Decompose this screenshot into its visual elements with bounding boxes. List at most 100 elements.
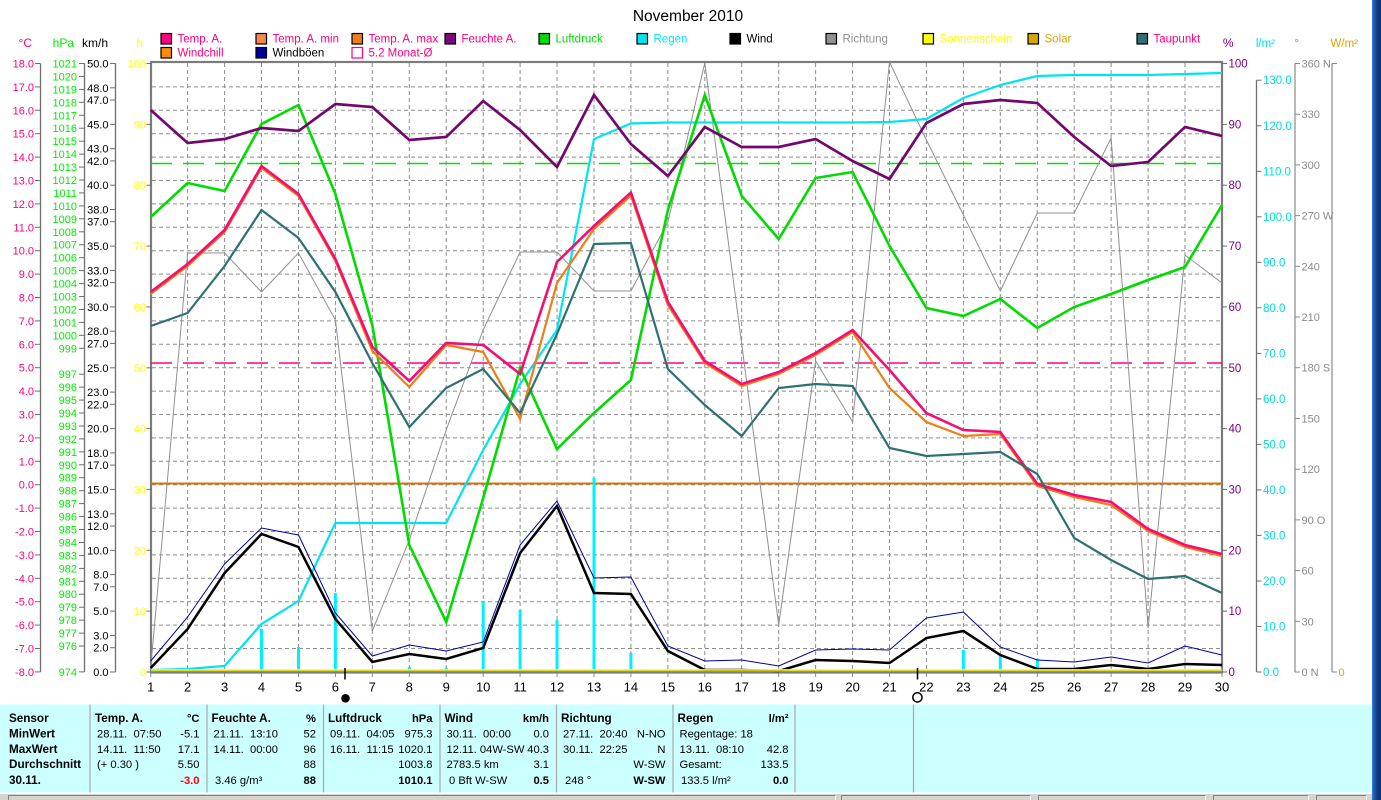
- svg-text:17.1: 17.1: [178, 744, 200, 756]
- svg-text:997: 997: [59, 369, 77, 381]
- svg-text:133.5 l/m²: 133.5 l/m²: [681, 775, 731, 787]
- svg-text:13: 13: [587, 680, 601, 695]
- svg-text:1013: 1013: [53, 162, 77, 174]
- svg-text:7: 7: [369, 680, 376, 695]
- svg-text:12.0: 12.0: [13, 199, 34, 211]
- svg-text:1014: 1014: [53, 149, 77, 161]
- svg-text:33.0: 33.0: [87, 265, 108, 277]
- svg-text:976: 976: [59, 641, 77, 653]
- svg-text:90 O: 90 O: [1302, 515, 1326, 527]
- svg-text:70: 70: [1229, 241, 1242, 253]
- svg-text:5.0: 5.0: [93, 606, 108, 618]
- svg-text:18.0: 18.0: [13, 59, 34, 71]
- svg-text:90: 90: [1229, 119, 1242, 131]
- svg-text:1: 1: [147, 680, 154, 695]
- svg-text:1015: 1015: [53, 136, 77, 148]
- svg-text:13.0: 13.0: [13, 176, 34, 188]
- svg-text:0: 0: [1339, 667, 1345, 679]
- svg-text:981: 981: [59, 576, 77, 588]
- svg-text:35.0: 35.0: [87, 241, 108, 253]
- svg-text:15: 15: [661, 680, 675, 695]
- svg-text:30.0: 30.0: [1263, 530, 1285, 542]
- svg-text:40: 40: [134, 424, 146, 436]
- svg-text:Temp. A.: Temp. A.: [95, 712, 143, 725]
- svg-text:24: 24: [993, 680, 1007, 695]
- svg-text:13.0: 13.0: [87, 509, 108, 521]
- svg-text:°: °: [1294, 38, 1299, 50]
- svg-text:2783.5 km: 2783.5 km: [447, 759, 499, 771]
- svg-text:hPa: hPa: [412, 713, 433, 725]
- svg-text:8.0: 8.0: [93, 570, 108, 582]
- svg-text:240: 240: [1302, 261, 1320, 273]
- svg-text:1.0: 1.0: [19, 456, 34, 468]
- svg-text:50: 50: [1229, 363, 1242, 375]
- svg-text:996: 996: [59, 382, 77, 394]
- svg-text:Feuchte A.: Feuchte A.: [212, 712, 271, 725]
- svg-text:5.50: 5.50: [178, 759, 200, 771]
- svg-text:120: 120: [1302, 464, 1320, 476]
- svg-text:70: 70: [134, 241, 146, 253]
- svg-text:10: 10: [1229, 606, 1242, 618]
- svg-text:6.0: 6.0: [19, 339, 34, 351]
- svg-text:975.3: 975.3: [405, 729, 433, 741]
- svg-text:993: 993: [59, 421, 77, 433]
- svg-text:986: 986: [59, 512, 77, 524]
- svg-text:Solar: Solar: [1045, 34, 1072, 46]
- svg-text:N: N: [657, 744, 665, 756]
- svg-text:1003.8: 1003.8: [398, 759, 432, 771]
- svg-text:22.0: 22.0: [87, 399, 108, 411]
- svg-text:30: 30: [134, 484, 146, 496]
- svg-text:90: 90: [134, 119, 146, 131]
- svg-text:0.0: 0.0: [773, 775, 789, 787]
- svg-text:-8.0: -8.0: [15, 667, 34, 679]
- svg-text:25: 25: [1030, 680, 1044, 695]
- svg-text:-1.0: -1.0: [15, 503, 34, 515]
- svg-text:1011: 1011: [53, 188, 77, 200]
- svg-text:Regen: Regen: [654, 34, 688, 46]
- svg-text:1008: 1008: [53, 227, 77, 239]
- svg-text:80: 80: [134, 180, 146, 192]
- svg-text:%: %: [1223, 36, 1234, 50]
- svg-text:40.3: 40.3: [527, 744, 549, 756]
- svg-text:60: 60: [134, 302, 146, 314]
- svg-text:Windböen: Windböen: [273, 48, 325, 60]
- svg-text:Luftdruck: Luftdruck: [328, 712, 382, 725]
- svg-text:100: 100: [128, 59, 146, 71]
- svg-text:974: 974: [59, 667, 77, 679]
- svg-text:Regentage: 18: Regentage: 18: [680, 729, 753, 741]
- svg-text:°C: °C: [19, 36, 33, 50]
- svg-text:88: 88: [304, 775, 316, 787]
- svg-text:3.0: 3.0: [19, 410, 34, 422]
- svg-text:60.0: 60.0: [1263, 394, 1285, 406]
- svg-text:16.0: 16.0: [13, 105, 34, 117]
- svg-text:1018: 1018: [53, 97, 77, 109]
- svg-text:7.0: 7.0: [93, 582, 108, 594]
- svg-text:5.2 Monat-Ø: 5.2 Monat-Ø: [369, 48, 433, 60]
- svg-text:-6.0: -6.0: [15, 620, 34, 632]
- svg-text:14.11. 11:50: 14.11. 11:50: [97, 744, 161, 756]
- svg-text:4: 4: [258, 680, 265, 695]
- svg-text:100.0: 100.0: [1263, 212, 1292, 224]
- svg-text:30: 30: [1229, 484, 1242, 496]
- svg-text:1006: 1006: [53, 253, 77, 265]
- svg-text:20: 20: [1229, 545, 1242, 557]
- svg-text:40.0: 40.0: [87, 180, 108, 192]
- svg-text:9: 9: [443, 680, 450, 695]
- svg-text:1021: 1021: [53, 59, 77, 71]
- svg-text:982: 982: [59, 563, 77, 575]
- svg-text:50.0: 50.0: [87, 59, 108, 71]
- svg-text:Temp. A.: Temp. A.: [178, 34, 223, 46]
- svg-text:45.0: 45.0: [87, 119, 108, 131]
- svg-text:983: 983: [59, 550, 77, 562]
- svg-text:40: 40: [1229, 424, 1242, 436]
- svg-text:13.11. 08:10: 13.11. 08:10: [680, 744, 745, 756]
- svg-text:1019: 1019: [53, 84, 77, 96]
- svg-text:2: 2: [184, 680, 191, 695]
- svg-text:MaxWert: MaxWert: [9, 743, 58, 756]
- svg-text:1020.1: 1020.1: [398, 744, 432, 756]
- svg-text:10: 10: [476, 680, 490, 695]
- svg-text:21: 21: [882, 680, 896, 695]
- svg-text:10.0: 10.0: [13, 246, 34, 258]
- svg-text:1001: 1001: [53, 317, 77, 329]
- svg-text:°C: °C: [187, 713, 200, 725]
